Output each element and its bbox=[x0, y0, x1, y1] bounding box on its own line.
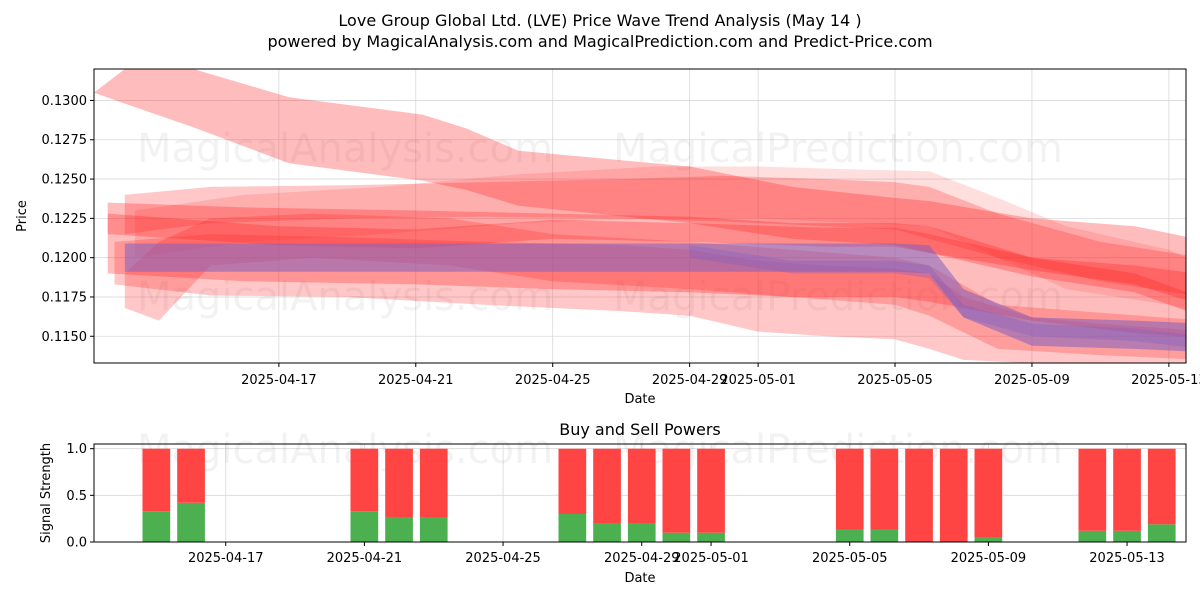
sell-bar bbox=[870, 448, 899, 530]
price-bands bbox=[94, 69, 1186, 363]
buy-bar bbox=[974, 537, 1003, 542]
power-panel: Buy and Sell Powers MagicalAnalysis.com … bbox=[39, 420, 1187, 586]
power-x-axis-label: Date bbox=[624, 571, 655, 586]
power-y-tick-label: 1.0 bbox=[66, 442, 87, 457]
buy-bar bbox=[835, 529, 864, 542]
price-x-tick-label: 2025-04-25 bbox=[515, 373, 591, 388]
price-y-tick-label: 0.1275 bbox=[42, 133, 88, 148]
power-x-tick-label: 2025-04-17 bbox=[188, 551, 264, 566]
sell-bar bbox=[419, 448, 448, 518]
power-bars bbox=[142, 448, 1176, 542]
price-band-wave-thin bbox=[107, 213, 1186, 311]
sell-bar bbox=[835, 448, 864, 530]
sell-bar bbox=[385, 448, 413, 518]
chart-title-line1: Love Group Global Ltd. (LVE) Price Wave … bbox=[338, 11, 861, 30]
price-y-tick-label: 0.1250 bbox=[42, 173, 88, 188]
price-y-tick-label: 0.1150 bbox=[42, 330, 88, 345]
price-y-tick-label: 0.1175 bbox=[42, 290, 88, 305]
chart-title-line2: powered by MagicalAnalysis.com and Magic… bbox=[267, 32, 932, 51]
power-y-axis-label: Signal Strength bbox=[39, 443, 54, 543]
sell-bar bbox=[974, 448, 1003, 538]
power-x-tick-label: 2025-04-29 bbox=[604, 551, 680, 566]
sell-bar bbox=[627, 448, 656, 524]
price-x-tick-label: 2025-05-13 bbox=[1131, 373, 1200, 388]
price-y-axis-label: Price bbox=[15, 200, 30, 232]
sell-bar bbox=[1113, 448, 1141, 531]
price-band-wave-purple bbox=[124, 243, 1186, 352]
buy-bar bbox=[593, 523, 621, 542]
buy-bar bbox=[350, 511, 379, 542]
price-panel: MagicalAnalysis.com MagicalPrediction.co… bbox=[15, 68, 1200, 407]
price-band-wave-upper bbox=[124, 175, 1186, 295]
price-x-tick-label: 2025-04-17 bbox=[241, 373, 317, 388]
buy-bar bbox=[697, 532, 725, 542]
buy-bar bbox=[142, 511, 171, 542]
sell-bar bbox=[1078, 448, 1107, 531]
price-y-tick-label: 0.1200 bbox=[42, 251, 88, 266]
price-y-ticks: 0.1150 0.1175 0.1200 0.1225 0.1250 0.1275 0.13… bbox=[42, 94, 94, 345]
power-title: Buy and Sell Powers bbox=[559, 420, 721, 439]
sell-bar bbox=[593, 448, 621, 524]
sell-bar bbox=[350, 448, 379, 512]
sell-bar bbox=[697, 448, 725, 533]
price-plot-frame bbox=[93, 68, 1187, 364]
price-x-ticks: 2025-04-17 2025-04-21 2025-04-25 2025-04-29… bbox=[241, 363, 1200, 388]
power-y-ticks: 0.0 0.5 1.0 bbox=[66, 442, 94, 551]
buy-bar bbox=[419, 517, 448, 542]
power-x-ticks: 2025-04-17 2025-04-21 2025-04-25 2025-04-29… bbox=[188, 542, 1165, 566]
price-y-tick-label: 0.1225 bbox=[42, 212, 88, 227]
power-x-tick-label: 2025-05-09 bbox=[951, 551, 1027, 566]
watermark-left-bottom: MagicalAnalysis.com bbox=[137, 274, 553, 320]
power-plot-frame bbox=[93, 443, 1187, 543]
sell-bar bbox=[1147, 448, 1176, 525]
sell-bar bbox=[905, 448, 933, 542]
sell-bar bbox=[939, 448, 968, 542]
price-x-tick-label: 2025-05-05 bbox=[857, 373, 933, 388]
price-band-wave-top-high bbox=[94, 69, 1186, 301]
power-y-tick-label: 0.5 bbox=[66, 489, 87, 504]
price-band-wave-purple-trend bbox=[689, 245, 1186, 347]
price-y-tick-label: 0.1300 bbox=[42, 94, 88, 109]
price-x-tick-label: 2025-04-29 bbox=[652, 373, 728, 388]
power-x-tick-label: 2025-05-05 bbox=[812, 551, 888, 566]
sell-bar bbox=[558, 448, 587, 514]
watermark-right-top: MagicalPrediction.com bbox=[613, 126, 1063, 172]
buy-bar bbox=[662, 532, 691, 542]
price-x-axis-label: Date bbox=[624, 392, 655, 407]
buy-bar bbox=[177, 502, 205, 542]
power-x-tick-label: 2025-04-21 bbox=[327, 551, 403, 566]
buy-bar bbox=[558, 514, 587, 542]
price-x-tick-label: 2025-04-21 bbox=[378, 373, 454, 388]
price-x-tick-label: 2025-05-09 bbox=[994, 373, 1070, 388]
watermark-left-power: MagicalAnalysis.com bbox=[137, 427, 553, 473]
price-watermarks: MagicalAnalysis.com MagicalPrediction.co… bbox=[137, 126, 1063, 320]
price-x-tick-label: 2025-05-01 bbox=[720, 373, 796, 388]
power-x-tick-label: 2025-04-25 bbox=[465, 551, 541, 566]
buy-bar bbox=[1147, 524, 1176, 542]
power-x-tick-label: 2025-05-13 bbox=[1089, 551, 1165, 566]
price-band-wave-light bbox=[135, 166, 1186, 309]
buy-bar bbox=[1078, 530, 1107, 542]
sell-bar bbox=[662, 448, 691, 533]
watermark-left-top: MagicalAnalysis.com bbox=[137, 126, 553, 172]
buy-bar bbox=[1113, 530, 1141, 542]
sell-bar bbox=[142, 448, 171, 512]
sell-bar bbox=[177, 448, 205, 503]
power-y-tick-label: 0.0 bbox=[66, 536, 87, 551]
power-x-tick-label: 2025-05-01 bbox=[673, 551, 749, 566]
buy-bar bbox=[385, 517, 413, 542]
buy-bar bbox=[870, 529, 899, 542]
buy-bar bbox=[627, 523, 656, 542]
